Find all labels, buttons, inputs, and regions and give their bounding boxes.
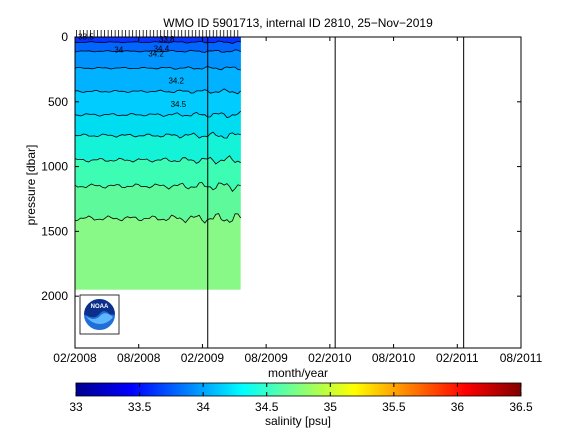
colorbar-tick-label: 33.5 [128, 400, 152, 414]
contour-label: 34.2 [168, 77, 184, 86]
contour-label: 33.8 [159, 35, 175, 44]
isohaline-contour [75, 110, 241, 118]
colorbar-gradient [75, 382, 522, 397]
y-tick-label: 1500 [41, 224, 68, 238]
y-tick-label: 500 [48, 95, 68, 109]
isohaline-contour [75, 49, 241, 53]
x-tick-label: 08/2009 [244, 351, 288, 365]
chart-title: WMO ID 5901713, internal ID 2810, 25−Nov… [163, 16, 433, 30]
contour-label: 34 [114, 46, 123, 55]
y-tick-label: 0 [61, 30, 68, 44]
colorbar-tick-label: 33 [69, 400, 83, 414]
colorbar-tick-label: 36.5 [509, 400, 533, 414]
colorbar-tick-label: 35.5 [382, 400, 406, 414]
isohaline-contour [75, 182, 241, 192]
colorbar-tick-label: 35 [324, 400, 338, 414]
isohaline-contour [75, 40, 241, 44]
colorbar-tick-label: 36 [451, 400, 465, 414]
x-tick-label: 02/2009 [181, 351, 225, 365]
colorbar-label: salinity [psu] [265, 414, 331, 428]
profile-ticks [76, 30, 239, 37]
isohaline-contour [75, 65, 241, 71]
colorbar-tick-label: 34.5 [255, 400, 279, 414]
noaa-logo-text: NOAA [91, 304, 109, 310]
noaa-logo: NOAA [79, 294, 120, 335]
x-tick-label: 02/2011 [436, 351, 479, 365]
y-tick-label: 2000 [41, 289, 68, 303]
contour-label: 34.4 [154, 44, 170, 53]
x-tick-label: 02/2010 [308, 351, 352, 365]
colorbar: 33 33.5 34 34.5 35 35.5 36 36.5 salinity [psu] [69, 382, 533, 428]
contour-label: 34.2 [148, 49, 164, 58]
isohaline-contour [75, 155, 241, 165]
isohaline-contour [75, 88, 241, 95]
x-axis: 02/2008 08/2008 02/2009 08/2009 02/2010 08/20… [53, 37, 543, 365]
y-axis-label: pressure [dbar] [24, 145, 38, 226]
contour-label: 34.5 [171, 100, 187, 109]
isohaline-contour [75, 213, 242, 224]
x-tick-label: 08/2008 [117, 351, 161, 365]
plot-frame [74, 36, 522, 349]
x-tick-label: 08/2011 [500, 351, 543, 365]
y-tick-label: 1000 [41, 160, 68, 174]
isohaline-contour [75, 131, 241, 139]
vertical-markers [207, 37, 465, 348]
y-axis: 0 500 1000 1500 2000 [41, 30, 521, 303]
salinity-section [75, 37, 242, 290]
x-axis-label: month/year [268, 366, 328, 380]
x-tick-label: 02/2008 [53, 351, 97, 365]
x-tick-label: 08/2010 [372, 351, 416, 365]
colorbar-tick-label: 34 [196, 400, 210, 414]
colorbar-ticks: 33 33.5 34 34.5 35 35.5 36 36.5 [69, 383, 533, 414]
